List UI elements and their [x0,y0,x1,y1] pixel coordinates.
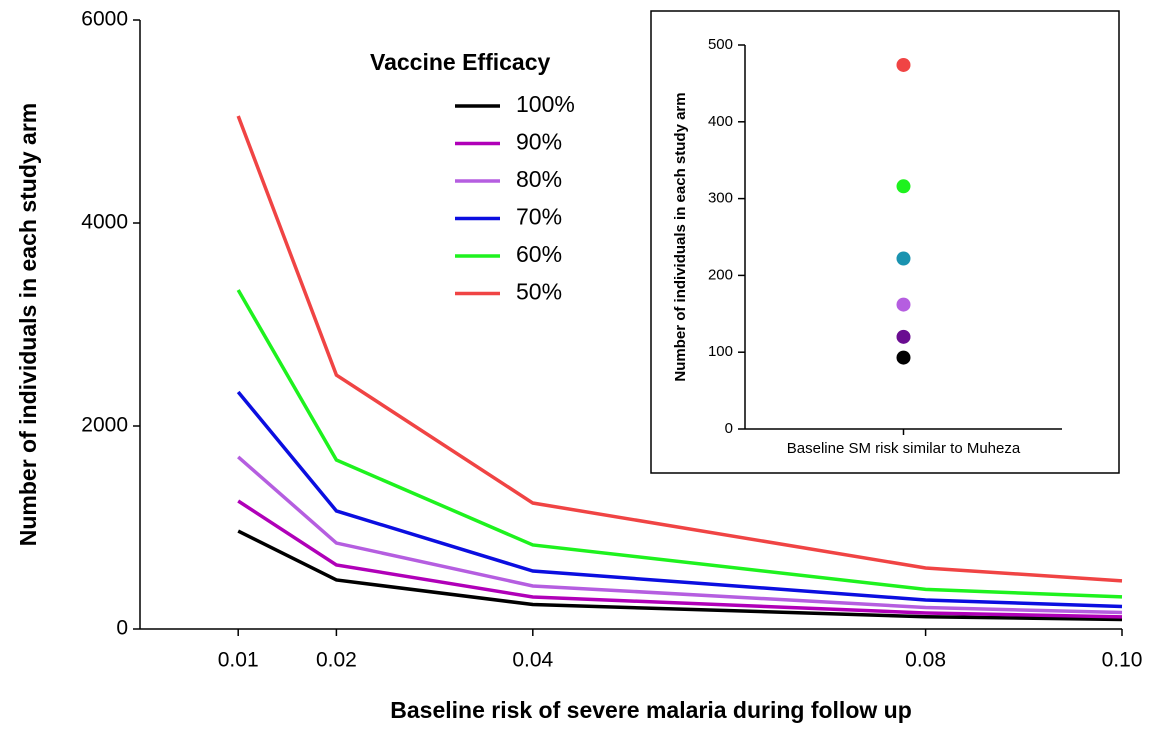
legend-label: 80% [516,166,562,192]
y-tick-label: 2000 [81,414,128,437]
y-tick-label: 0 [116,617,128,640]
x-tick-label: 0.10 [1102,649,1143,672]
series-line [237,455,1123,615]
x-tick-label: 0.04 [512,649,553,672]
point [896,57,911,72]
point [896,329,911,344]
series-line [236,289,1123,599]
x-tick-label: 0.01 [218,649,259,672]
y-tick-label: 4000 [81,211,128,234]
y-tick-label: 500 [708,36,733,53]
legend-label: 70% [516,204,562,230]
x-tick-label: Baseline SM risk similar to Muheza [787,440,1021,457]
y-tick-label: 300 [708,190,733,207]
y-tick-label: 200 [708,266,733,283]
y-axis-label: Number of individuals in each study arm [672,92,689,381]
point [896,297,911,312]
point [896,251,911,266]
series-line [236,390,1123,609]
y-tick-label: 100 [708,343,733,360]
point [896,179,911,194]
y-axis-label: Number of individuals in each study arm [15,103,41,546]
y-tick-label: 0 [725,420,733,437]
point [896,350,911,365]
series-line [237,529,1123,622]
legend-label: 90% [516,129,562,155]
series-line [237,499,1123,619]
legend-label: 100% [516,91,575,117]
legend-label: 50% [516,279,562,305]
inset-frame [650,10,1120,474]
y-tick-label: 6000 [81,8,128,31]
x-tick-label: 0.02 [316,649,357,672]
y-tick-label: 400 [708,113,733,130]
legend-title: Vaccine Efficacy [370,49,550,75]
series-line [236,115,1123,583]
legend-label: 60% [516,241,562,267]
x-axis-label: Baseline risk of severe malaria during f… [390,697,912,723]
x-tick-label: 0.08 [905,649,946,672]
